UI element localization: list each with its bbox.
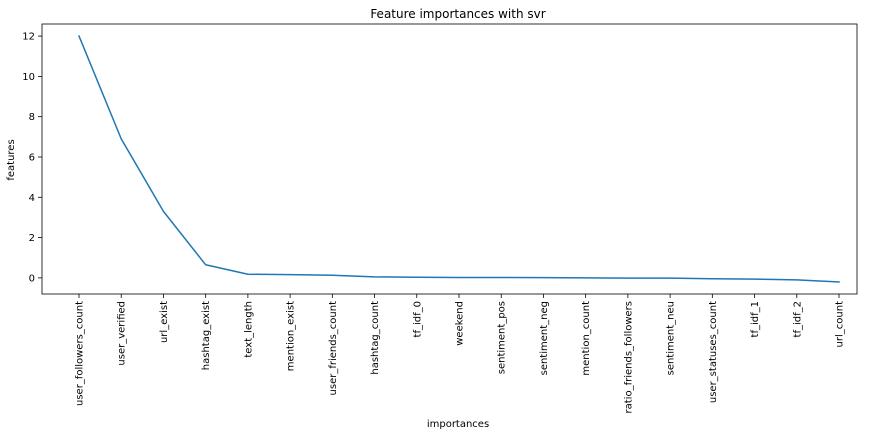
x-tick-label: ratio_friends_followers	[623, 301, 634, 413]
x-tick-label: tf_idf_0	[412, 301, 423, 337]
x-tick-label: user_followers_count	[75, 301, 86, 406]
y-tick-label: 0	[29, 273, 35, 284]
y-tick-label: 6	[29, 152, 35, 163]
y-axis-label: features	[6, 139, 17, 180]
x-tick-label: mention_exist	[286, 301, 297, 371]
x-axis-label: importances	[427, 419, 489, 430]
x-tick-label: user_statuses_count	[708, 301, 719, 403]
y-tick-label: 10	[22, 72, 35, 83]
x-tick-label: hashtag_count	[370, 301, 381, 375]
y-tick-label: 2	[29, 233, 35, 244]
x-tick-label: sentiment_neu	[666, 301, 677, 375]
axes-frame	[41, 23, 858, 295]
x-tick-label: text_length	[243, 301, 254, 358]
x-tick-label: tf_idf_2	[792, 301, 803, 337]
x-tick-label: tf_idf_1	[750, 301, 761, 337]
y-tick-label: 8	[29, 112, 35, 123]
x-tick-label: url_exist	[159, 301, 170, 343]
x-tick-label: user_verified	[117, 301, 128, 366]
x-tick-label: user_friends_count	[328, 301, 339, 396]
y-tick-label: 4	[29, 193, 35, 204]
plot-area: 0 2 4 6 8 10 12 user_followers_count user_verifi…	[22, 23, 858, 413]
x-tick-label: mention_count	[581, 301, 592, 376]
series-line	[78, 35, 840, 283]
x-tick-label: hashtag_exist	[201, 301, 212, 370]
x-tick-label: weekend	[455, 301, 466, 346]
x-tick-label: url_count	[835, 301, 846, 348]
chart-title: Feature importances with svr	[370, 7, 545, 21]
y-tick-label: 12	[22, 32, 35, 43]
x-tick-label: sentiment_neg	[539, 301, 550, 375]
x-tick-label: sentiment_pos	[497, 301, 508, 374]
